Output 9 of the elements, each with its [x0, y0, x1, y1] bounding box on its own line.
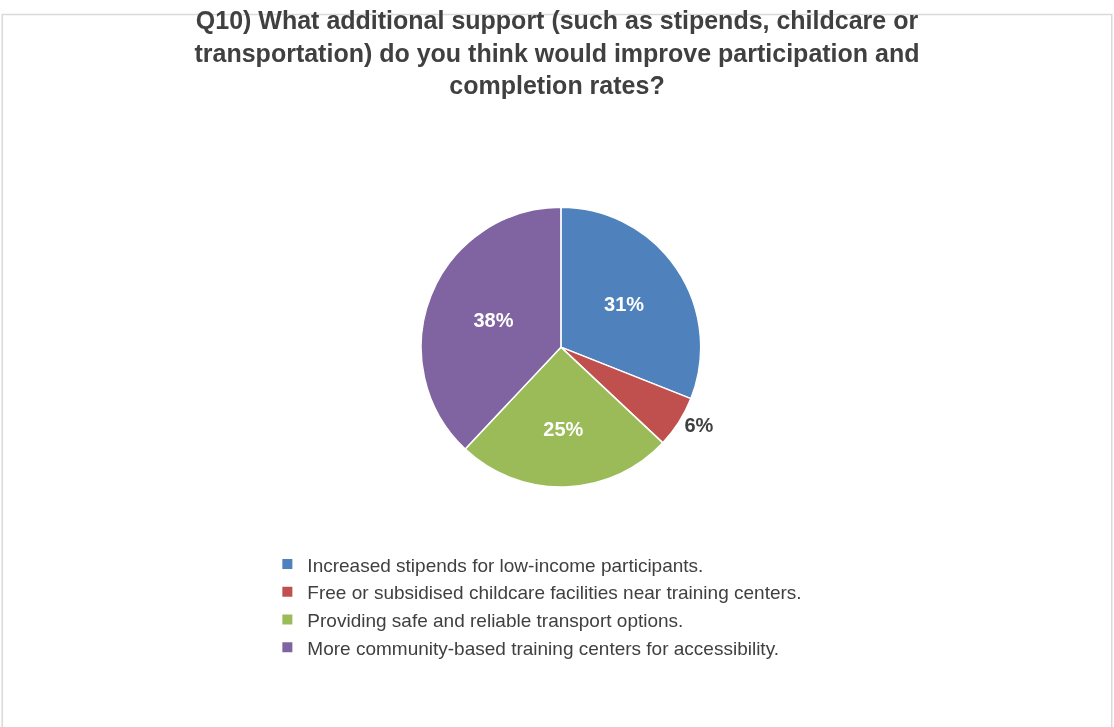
legend-label: More community-based training centers for accessibility.: [307, 637, 780, 659]
data-label: 31%: [604, 293, 645, 316]
chart-title: Q10) What additional support (such as stipends, childcare or transportation) do you think would improve participation and completion rates?: [194, 6, 920, 100]
data-label: 25%: [543, 418, 584, 440]
data-label: 38%: [473, 309, 514, 332]
data-label: 6%: [684, 414, 714, 437]
legend-label: Providing safe and reliable transport options.: [307, 609, 684, 631]
legend-label: Free or subsidised childcare facilities near training centers.: [307, 582, 802, 604]
legend-label: Increased stipends for low-income participants.: [307, 554, 704, 576]
